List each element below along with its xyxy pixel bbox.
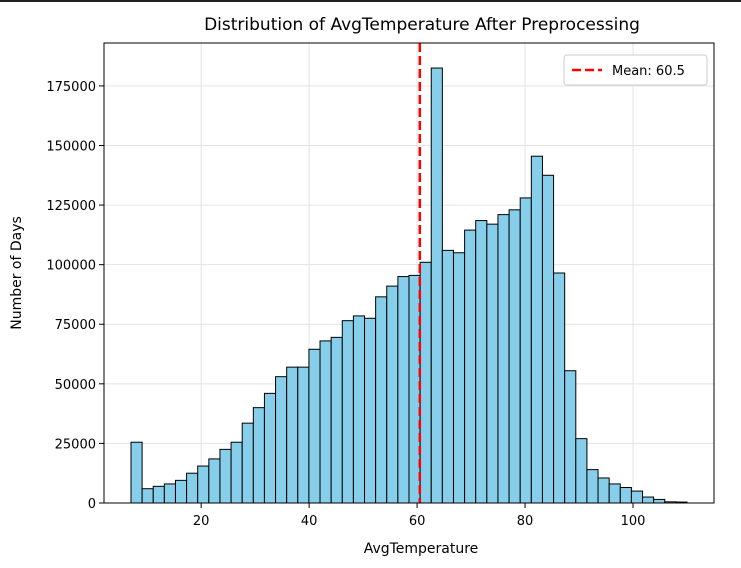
histogram-bar-34 <box>508 209 521 504</box>
histogram-bar-14 <box>286 366 299 504</box>
histogram-bar-26 <box>419 261 432 504</box>
histogram-bar-21 <box>364 317 377 504</box>
histogram-bar-39 <box>564 370 577 504</box>
histogram-bar-31 <box>475 220 488 504</box>
histogram-bar-2 <box>152 485 165 504</box>
histogram-bar-41 <box>586 469 599 504</box>
legend-box <box>563 54 708 86</box>
x-tick-label-3: 80 <box>517 514 534 529</box>
x-tick-label-1: 40 <box>301 514 318 529</box>
legend-mean-label: Mean: 60.5 <box>612 64 685 79</box>
histogram-bar-40 <box>575 438 588 504</box>
y-tick-label-7: 175000 <box>46 80 96 95</box>
histogram-bar-47 <box>653 498 666 504</box>
histogram-bar-15 <box>297 366 310 504</box>
histogram-bar-27 <box>430 67 443 504</box>
y-tick-label-4: 100000 <box>46 259 96 274</box>
histogram-bar-38 <box>553 272 566 504</box>
histogram-bar-35 <box>519 197 532 504</box>
histogram-bar-43 <box>608 483 621 504</box>
histogram-bar-11 <box>252 407 265 504</box>
histogram-bar-24 <box>397 276 410 504</box>
x-tick-label-4: 100 <box>621 514 646 529</box>
y-tick-label-1: 25000 <box>55 437 96 452</box>
histogram-bar-20 <box>352 315 366 504</box>
histogram-bar-1 <box>141 488 154 504</box>
histogram-bar-23 <box>386 285 399 504</box>
histogram-bar-16 <box>308 348 321 504</box>
y-tick-label-5: 125000 <box>46 199 96 214</box>
histogram-bar-5 <box>186 472 199 504</box>
histogram-bar-30 <box>464 229 477 504</box>
histogram-bar-46 <box>642 496 655 504</box>
histogram-bar-45 <box>630 490 644 504</box>
legend: Mean: 60.5 <box>563 54 708 86</box>
histogram-bar-18 <box>330 336 343 504</box>
histogram-bar-0 <box>130 441 143 504</box>
histogram-bar-7 <box>208 458 221 504</box>
histogram-bar-36 <box>530 155 543 504</box>
y-tick-label-6: 150000 <box>46 139 96 154</box>
histogram-bar-44 <box>619 487 632 504</box>
x-axis-ticks: 20 40 60 80 100 <box>193 503 646 529</box>
histogram-bar-42 <box>597 477 610 504</box>
histogram-bar-10 <box>241 422 254 504</box>
y-tick-label-3: 75000 <box>55 318 96 333</box>
histogram-bar-17 <box>319 340 332 504</box>
histogram-bar-37 <box>541 174 555 504</box>
histogram-bar-8 <box>219 448 232 504</box>
histogram-bar-28 <box>441 249 454 504</box>
x-tick-label-0: 20 <box>193 514 210 529</box>
histogram-bar-33 <box>497 214 510 504</box>
y-axis-label: Number of Days <box>9 216 25 330</box>
top-border <box>0 0 741 2</box>
y-tick-label-2: 50000 <box>55 378 96 393</box>
y-tick-label-0: 0 <box>88 497 96 512</box>
chart-title: Distribution of AvgTemperature After Pre… <box>204 15 640 35</box>
histogram-bars <box>130 67 688 504</box>
histogram-bar-22 <box>375 296 388 504</box>
histogram-bar-29 <box>452 252 466 504</box>
histogram-bar-9 <box>230 441 243 504</box>
x-axis-label: AvgTemperature <box>364 541 479 557</box>
histogram-bar-32 <box>486 223 499 504</box>
histogram-bar-13 <box>275 376 288 504</box>
histogram-bar-3 <box>163 483 176 504</box>
x-tick-label-2: 60 <box>409 514 426 529</box>
plot-frame <box>103 42 715 504</box>
histogram-bar-25 <box>408 274 421 504</box>
histogram-bar-6 <box>197 465 210 504</box>
histogram-bar-4 <box>174 479 188 504</box>
y-axis-ticks: 0 25000 50000 75000 100000 125000 150000 175000 <box>46 80 104 512</box>
histogram-bar-19 <box>341 320 354 504</box>
histogram-bar-12 <box>263 392 277 504</box>
